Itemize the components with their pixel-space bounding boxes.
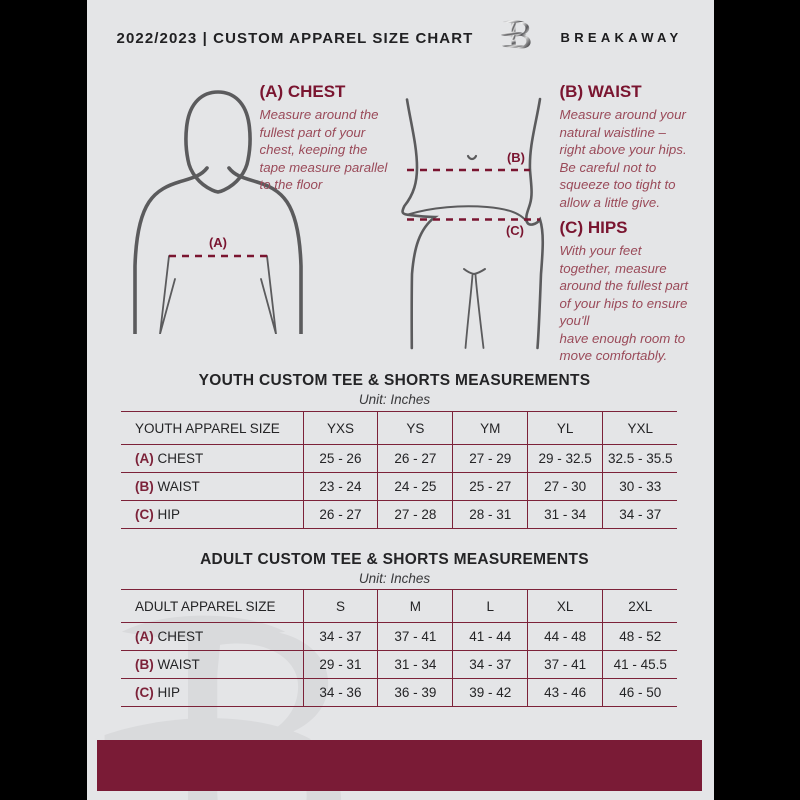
svg-text:(C): (C) [505,223,523,238]
svg-text:(A): (A) [208,235,226,250]
svg-text:(B): (B) [506,150,524,165]
